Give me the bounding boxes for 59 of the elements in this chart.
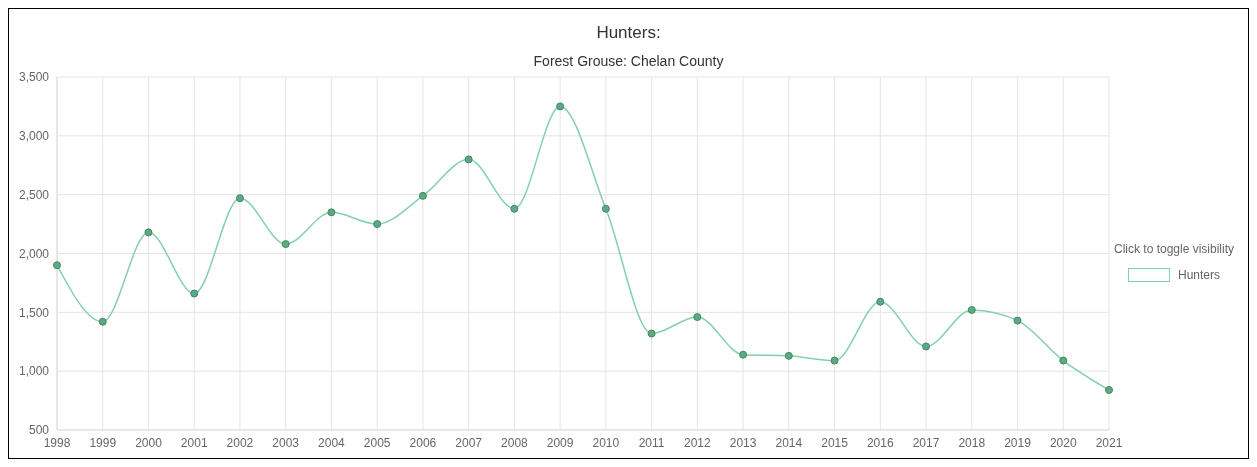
point: [1013, 316, 1022, 325]
x-tick-label: 2003: [272, 435, 300, 450]
point: [190, 289, 199, 298]
x-tick-label: 2021: [1095, 435, 1123, 450]
x-tick-label: 2005: [363, 435, 391, 450]
x-tick-label: 2012: [684, 435, 712, 450]
point: [647, 329, 656, 338]
x-tick-label: 2014: [775, 435, 803, 450]
x-tick-label: 2020: [1049, 435, 1077, 450]
x-tick-label: 2000: [135, 435, 163, 450]
point: [418, 191, 427, 200]
point: [556, 102, 565, 111]
point: [327, 208, 336, 217]
point: [967, 305, 976, 314]
y-tick-label: 1,000: [18, 364, 50, 379]
point: [876, 297, 885, 306]
point: [739, 350, 748, 359]
chart-subtitle: Forest Grouse: Chelan County: [532, 53, 725, 69]
x-tick-label: 1999: [89, 435, 117, 450]
point: [144, 228, 153, 237]
x-tick-label: 2013: [729, 435, 757, 450]
x-tick-label: 2001: [180, 435, 208, 450]
x-tick-label: 2016: [866, 435, 894, 450]
chart-title: Hunters:: [595, 23, 662, 43]
point: [830, 356, 839, 365]
point: [373, 220, 382, 229]
legend-title: Click to toggle visibility: [1112, 241, 1235, 256]
point: [693, 313, 702, 322]
point: [281, 240, 290, 249]
y-tick-label: 1,500: [18, 305, 50, 320]
x-tick-label: 2017: [912, 435, 940, 450]
x-tick-label: 2009: [546, 435, 574, 450]
y-tick-label: 2,500: [18, 187, 50, 202]
x-tick-label: 2004: [318, 435, 346, 450]
point: [1105, 385, 1113, 394]
x-tick-label: 2018: [958, 435, 986, 450]
x-tick-label: 2008: [501, 435, 529, 450]
x-tick-label: 2015: [821, 435, 849, 450]
legend-label: Hunters: [1177, 267, 1221, 282]
y-tick-label: 2,000: [18, 246, 50, 261]
point: [98, 317, 107, 326]
point: [784, 351, 793, 360]
point: [1059, 356, 1068, 365]
y-tick-label: 500: [28, 423, 50, 438]
point: [601, 204, 610, 213]
point: [53, 261, 61, 270]
point: [922, 342, 931, 351]
x-tick-label: 1998: [43, 435, 71, 450]
y-tick-label: 3,500: [18, 70, 50, 85]
point: [510, 204, 519, 213]
x-tick-label: 2002: [226, 435, 254, 450]
point: [235, 194, 244, 203]
x-tick-label: 2010: [592, 435, 620, 450]
y-tick-label: 3,000: [18, 129, 50, 144]
x-tick-label: 2011: [638, 435, 665, 450]
point: [464, 155, 473, 164]
x-tick-label: 2006: [409, 435, 437, 450]
x-tick-label: 2007: [455, 435, 483, 450]
x-tick-label: 2019: [1004, 435, 1032, 450]
